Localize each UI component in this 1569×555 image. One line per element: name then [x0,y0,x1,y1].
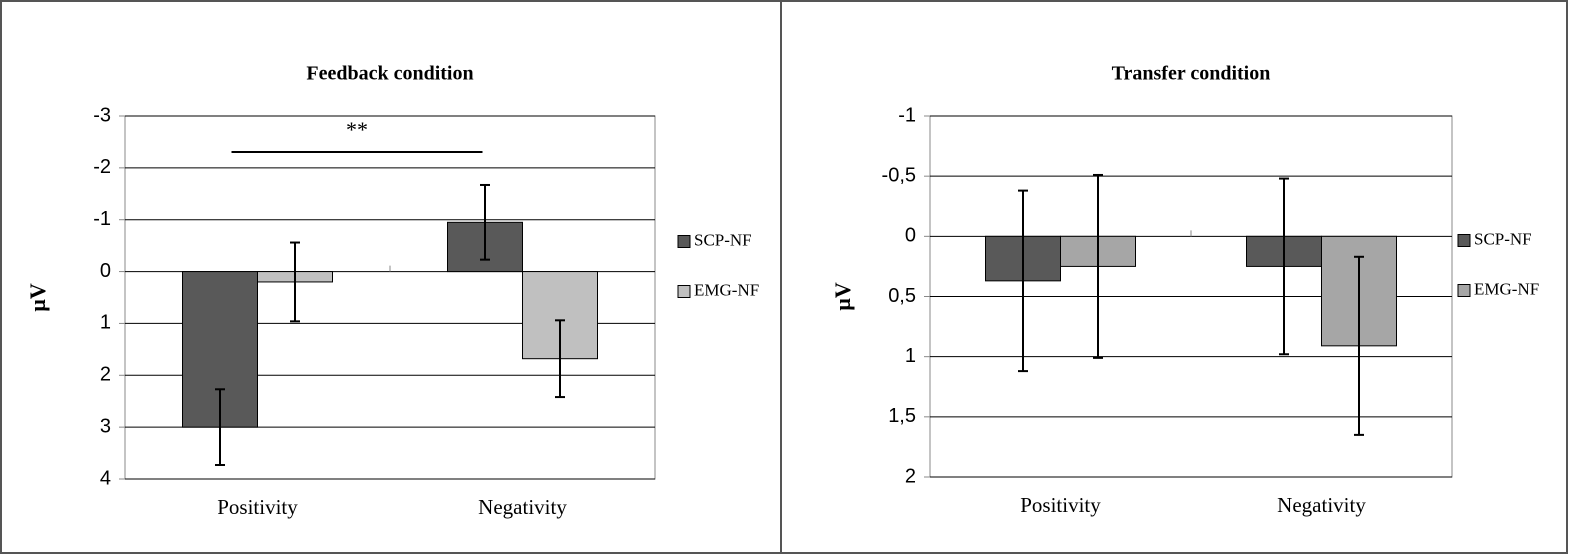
y-tick-label: 2 [905,465,916,487]
legend-label: EMG-NF [694,280,759,299]
y-tick-label: -2 [93,156,111,178]
y-tick-label: -1 [93,208,111,230]
y-tick-label: 3 [100,415,111,437]
legend-label: SCP-NF [1474,229,1532,248]
legend-swatch [1457,234,1471,247]
legend-label: SCP-NF [694,230,752,249]
y-tick-label: 1 [100,312,111,334]
y-tick-label: 0 [100,260,111,282]
x-tick-label: Negativity [1277,493,1366,517]
y-tick-label: 0 [905,225,916,247]
y-axis-label: µV [830,282,855,311]
y-tick-label: -3 [93,104,111,126]
annotation: ** [346,117,368,142]
y-tick-label: 4 [100,467,111,489]
y-tick-label: 1 [905,345,916,367]
y-tick-label: 0,5 [888,285,916,307]
chart-title: Feedback condition [306,63,473,85]
legend-swatch [677,235,691,248]
x-tick-label: Positivity [217,495,298,519]
x-tick-label: Positivity [1020,493,1101,517]
y-tick-label: -1 [898,104,916,126]
chart-title: Transfer condition [1112,63,1271,85]
x-tick-label: Negativity [478,495,567,519]
y-tick-label: 1,5 [888,405,916,427]
y-tick-label: -0,5 [882,164,916,186]
legend-label: EMG-NF [1474,279,1539,298]
y-axis-label: µV [25,283,50,312]
legend-swatch [1457,284,1471,297]
legend-swatch [677,285,691,298]
y-tick-label: 2 [100,364,111,386]
